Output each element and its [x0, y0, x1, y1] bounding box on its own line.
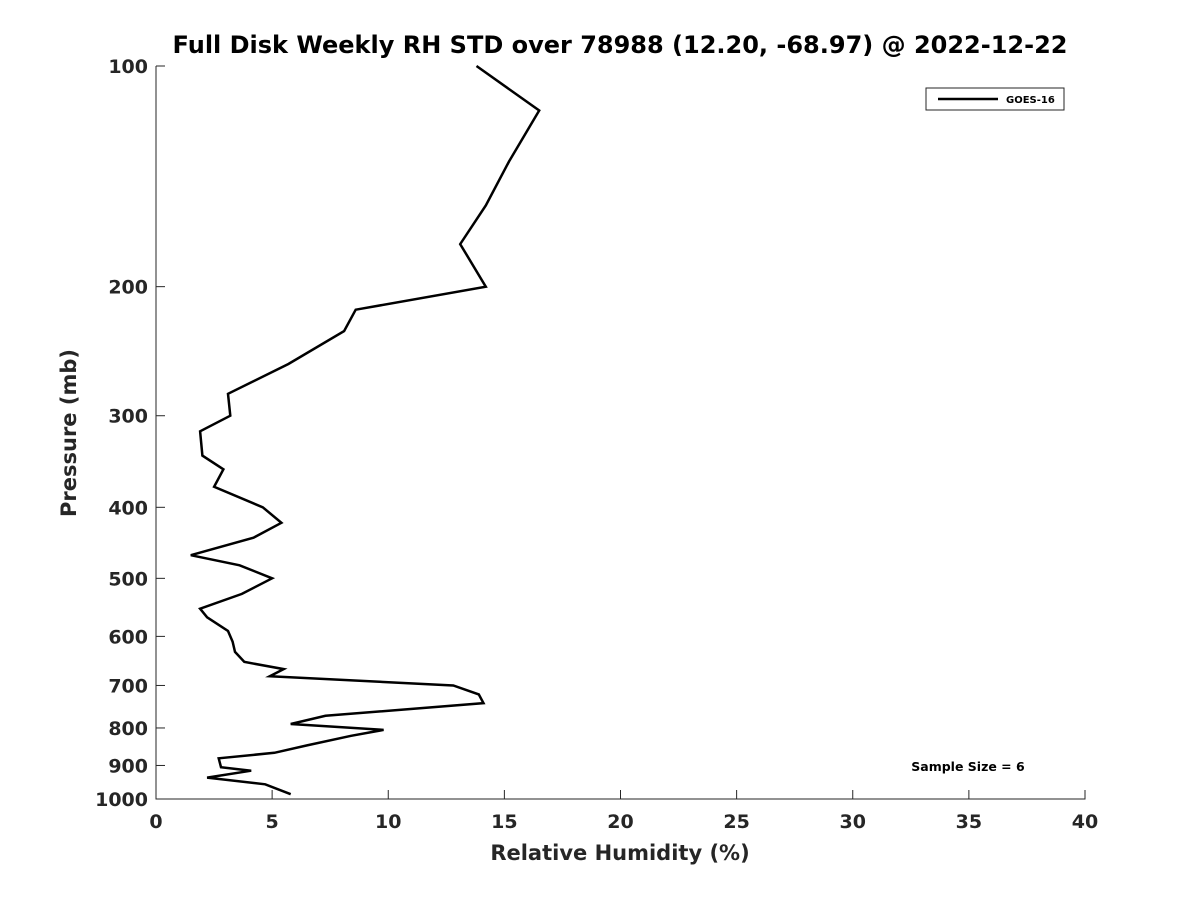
y-axis-label: Pressure (mb): [57, 349, 81, 517]
y-tick-label: 600: [108, 626, 148, 648]
y-axis-ticks: 100 200 300 400 500 600 700 800 900 1000: [95, 56, 165, 811]
y-tick-label: 700: [108, 675, 148, 697]
x-axis-label: Relative Humidity (%): [490, 841, 749, 865]
x-tick-label: 15: [491, 811, 517, 833]
y-tick-label: 900: [108, 755, 148, 777]
x-tick-label: 10: [375, 811, 401, 833]
x-tick-label: 5: [266, 811, 279, 833]
x-tick-label: 0: [149, 811, 162, 833]
x-axis-ticks: 0 5 10 15 20 25 30 35 40: [149, 790, 1098, 833]
y-tick-label: 300: [108, 406, 148, 428]
x-tick-label: 40: [1072, 811, 1098, 833]
y-tick-label: 500: [108, 568, 148, 590]
plot-area: 0 5 10 15 20 25 30 35 40 100 200 300 400 500 600 700 80…: [95, 56, 1098, 833]
x-tick-label: 35: [956, 811, 982, 833]
chart-title: Full Disk Weekly RH STD over 78988 (12.2…: [173, 31, 1068, 59]
y-tick-label: 800: [108, 718, 148, 740]
series-line-goes-16: [190, 64, 541, 796]
sample-size-annotation: Sample Size = 6: [911, 759, 1025, 774]
y-tick-label: 1000: [95, 789, 148, 811]
y-tick-label: 400: [108, 497, 148, 519]
legend: GOES-16: [925, 87, 1065, 111]
x-tick-label: 20: [607, 811, 633, 833]
x-tick-label: 25: [723, 811, 749, 833]
legend-label-goes-16: GOES-16: [1006, 95, 1055, 106]
series-layer: [190, 64, 541, 796]
y-tick-label: 100: [108, 56, 148, 78]
y-tick-label: 200: [108, 277, 148, 299]
x-tick-label: 30: [840, 811, 866, 833]
